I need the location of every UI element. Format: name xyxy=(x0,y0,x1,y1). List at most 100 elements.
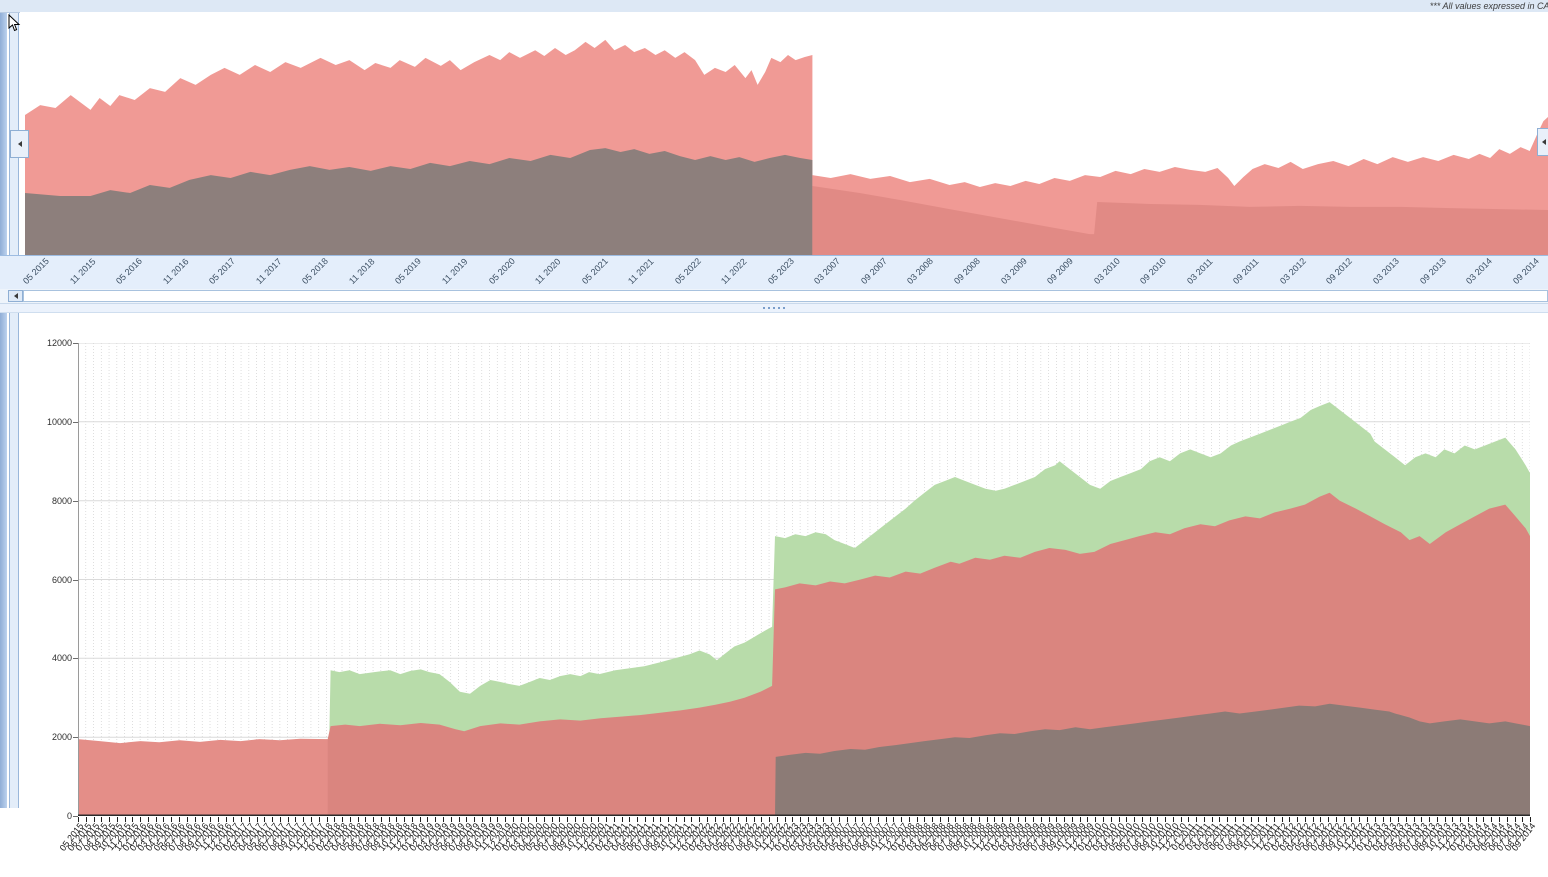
main-x-axis-tick xyxy=(1281,817,1283,822)
main-x-axis-tick xyxy=(1102,817,1104,822)
main-x-axis-tick xyxy=(396,817,398,822)
main-x-axis-tick xyxy=(1149,817,1151,822)
timeline-axis-label: 09 2014 xyxy=(1510,255,1541,286)
main-x-axis-tick xyxy=(1157,817,1159,822)
timeline-axis-label: 05 2018 xyxy=(300,255,331,286)
main-x-axis-tick xyxy=(1467,817,1469,822)
main-y-axis-tick xyxy=(73,658,78,660)
main-x-axis-tick xyxy=(1242,817,1244,822)
main-x-axis-tick xyxy=(124,817,126,822)
timeline-axis-label: 03 2007 xyxy=(812,255,843,286)
main-y-axis-tick xyxy=(73,500,78,502)
main-x-axis-tick xyxy=(256,817,258,822)
main-x-axis-tick xyxy=(178,817,180,822)
main-x-axis-tick xyxy=(497,817,499,822)
main-performance-chart[interactable] xyxy=(78,343,1530,816)
main-x-axis-tick xyxy=(978,817,980,822)
main-x-axis-tick xyxy=(186,817,188,822)
main-x-axis-tick xyxy=(691,817,693,822)
horizontal-scrollbar[interactable] xyxy=(0,289,1548,304)
main-x-axis-tick xyxy=(1413,817,1415,822)
main-x-axis-tick xyxy=(489,817,491,822)
main-x-axis-tick xyxy=(528,817,530,822)
scroll-left-button[interactable] xyxy=(8,290,23,302)
main-x-axis-tick xyxy=(85,817,87,822)
main-x-axis-tick xyxy=(1498,817,1500,822)
main-x-axis-tick xyxy=(241,817,243,822)
main-x-axis-tick xyxy=(248,817,250,822)
left-vertical-scrollbar[interactable] xyxy=(9,13,19,808)
main-x-axis-tick xyxy=(815,817,817,822)
main-x-axis-tick xyxy=(901,817,903,822)
main-x-axis-tick xyxy=(846,817,848,822)
main-x-axis-tick xyxy=(1064,817,1066,822)
main-y-axis-label: 6000 xyxy=(51,574,72,585)
main-x-axis-tick xyxy=(427,817,429,822)
timeline-axis-label: 11 2015 xyxy=(67,256,98,286)
main-x-axis-tick xyxy=(908,817,910,822)
main-x-axis-tick xyxy=(1110,817,1112,822)
main-x-axis-tick xyxy=(800,817,802,822)
main-x-axis-tick xyxy=(1405,817,1407,822)
main-x-axis-tick xyxy=(598,817,600,822)
main-x-axis-tick xyxy=(1134,817,1135,822)
timeline-axis-label: 09 2010 xyxy=(1138,255,1169,286)
main-x-axis-tick xyxy=(155,817,157,822)
main-x-axis-tick xyxy=(699,817,701,822)
main-x-axis-tick xyxy=(442,817,444,822)
main-y-axis-label: 0 xyxy=(66,811,72,821)
main-x-axis-tick xyxy=(559,817,561,822)
main-x-axis-tick xyxy=(1374,817,1376,822)
main-x-axis-tick xyxy=(1475,817,1477,822)
timeline-axis-label: 05 2015 xyxy=(20,255,52,286)
main-x-axis-tick xyxy=(279,817,281,822)
left-arrow-icon xyxy=(1541,139,1546,145)
main-x-axis-tick xyxy=(838,817,840,822)
main-x-axis-tick xyxy=(776,817,778,822)
timeline-axis-label: 11 2022 xyxy=(719,256,749,286)
timeline-axis-label: 03 2014 xyxy=(1463,255,1495,286)
main-x-axis-tick xyxy=(512,817,514,822)
panel-splitter[interactable] xyxy=(0,304,1548,313)
main-x-axis-tick xyxy=(388,817,390,822)
main-x-axis-tick xyxy=(675,817,677,822)
splitter-grip-icon xyxy=(763,307,765,309)
main-x-axis-tick xyxy=(1460,817,1462,822)
main-chart-svg xyxy=(78,343,1530,816)
main-x-axis-tick xyxy=(217,817,219,822)
main-x-axis-tick xyxy=(1491,817,1493,822)
main-x-axis-tick xyxy=(947,817,949,822)
left-arrow-icon xyxy=(13,293,18,299)
scrollbar-track[interactable] xyxy=(23,290,1548,302)
main-x-axis-tick xyxy=(551,817,553,822)
main-y-axis-label: 10000 xyxy=(46,416,72,427)
main-x-axis-tick xyxy=(450,817,452,822)
main-x-axis-tick xyxy=(1118,817,1120,822)
main-y-axis-tick xyxy=(73,737,78,739)
timeline-axis-label: 05 2016 xyxy=(114,255,145,286)
main-x-axis-tick xyxy=(761,817,763,822)
timeline-axis-label: 03 2010 xyxy=(1091,255,1122,286)
main-x-axis-tick xyxy=(101,817,103,822)
timeline-axis-label: 05 2022 xyxy=(672,255,703,286)
main-x-axis-tick xyxy=(109,817,111,822)
main-y-axis-tick xyxy=(73,816,78,817)
main-x-axis-tick xyxy=(1273,817,1275,822)
main-x-axis-tick xyxy=(823,817,825,822)
collapse-right-handle[interactable] xyxy=(1537,128,1548,156)
collapse-left-handle[interactable] xyxy=(10,130,29,158)
main-x-axis-tick xyxy=(963,817,965,822)
main-x-axis-tick xyxy=(1312,817,1314,822)
main-x-axis-tick xyxy=(1250,817,1252,822)
timeline-axis-label: 11 2021 xyxy=(626,256,656,286)
main-x-axis-tick xyxy=(792,817,794,822)
main-x-axis-tick xyxy=(706,817,708,822)
main-x-axis-tick xyxy=(147,817,149,822)
main-y-axis-label: 8000 xyxy=(51,495,72,506)
main-x-axis-tick xyxy=(1056,817,1058,822)
main-x-axis-tick xyxy=(1366,817,1368,822)
overview-navigator-chart[interactable] xyxy=(20,12,1548,255)
main-x-axis-tick xyxy=(1429,817,1431,822)
main-x-axis-tick xyxy=(877,817,879,822)
